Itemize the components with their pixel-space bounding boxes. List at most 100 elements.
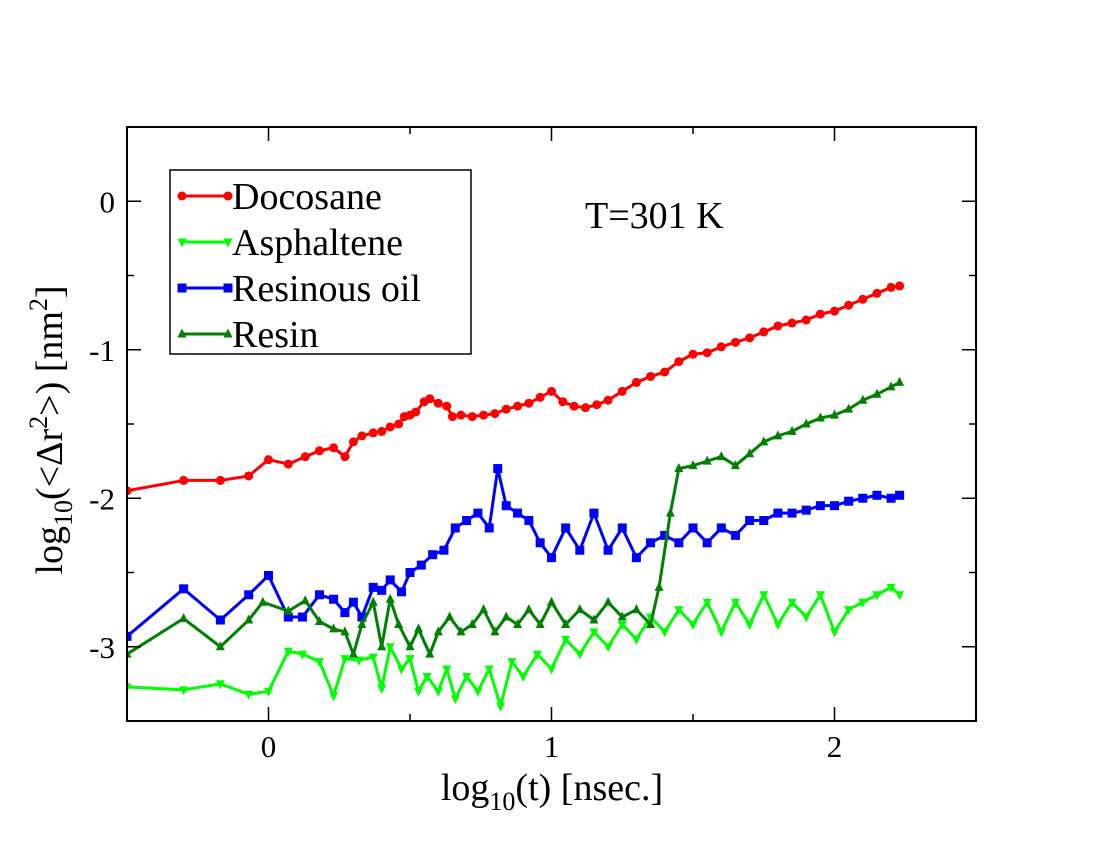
data-point-resin — [830, 409, 839, 419]
data-point-resin — [895, 376, 905, 386]
data-point-docosane — [425, 394, 435, 404]
legend-label: Docosane — [232, 176, 382, 218]
data-point-asphaltene — [518, 672, 528, 682]
legend-marker — [223, 328, 233, 338]
data-point-resin — [646, 618, 656, 628]
data-point-docosane — [660, 367, 670, 377]
data-point-resinous-oil — [501, 501, 511, 511]
data-point-resinous-oil — [759, 516, 769, 526]
data-point-resin — [858, 394, 868, 404]
data-point-resinous-oil — [660, 530, 670, 540]
x-tick-label: 0 — [261, 729, 277, 764]
data-point-resinous-oil — [348, 597, 358, 607]
data-point-resin — [329, 623, 339, 633]
data-point-asphaltene — [674, 606, 684, 616]
data-point-resin — [688, 460, 698, 470]
data-point-resin — [368, 596, 378, 606]
data-point-asphaltene — [561, 635, 571, 645]
data-point-docosane — [314, 446, 324, 456]
data-point-resinous-oil — [493, 464, 503, 474]
series-resin — [127, 376, 905, 658]
data-point-asphaltene — [787, 598, 797, 608]
data-point-asphaltene — [773, 620, 783, 630]
data-point-asphaltene — [244, 690, 254, 700]
data-point-asphaltene — [759, 591, 769, 601]
data-point-docosane — [283, 459, 293, 469]
data-point-resin — [445, 611, 455, 621]
data-point-resinous-oil — [575, 545, 585, 555]
data-point-resin — [425, 648, 435, 658]
legend-item-docosane: Docosane — [177, 176, 382, 218]
y-tick-label: 0 — [100, 184, 116, 219]
data-point-docosane — [646, 371, 656, 381]
data-point-resin — [385, 593, 395, 603]
legend-marker — [223, 238, 233, 248]
data-point-resinous-oil — [385, 575, 395, 585]
data-point-asphaltene — [433, 687, 443, 697]
data-point-asphaltene — [450, 695, 460, 705]
data-point-docosane — [433, 398, 443, 408]
data-point-resin — [314, 616, 324, 626]
data-point-resinous-oil — [416, 560, 426, 570]
data-point-asphaltene — [413, 687, 423, 697]
data-point-docosane — [179, 475, 189, 485]
data-point-resin — [433, 626, 443, 636]
data-point-resinous-oil — [773, 508, 783, 518]
data-point-asphaltene — [127, 683, 132, 693]
data-point-asphaltene — [532, 650, 542, 660]
data-point-resin — [490, 626, 500, 636]
data-point-asphaltene — [368, 653, 378, 663]
data-point-resin — [702, 455, 712, 465]
data-point-resin — [413, 623, 423, 633]
data-point-resin — [759, 436, 769, 446]
y-tick-label: -1 — [89, 333, 115, 368]
data-point-resinous-oil — [830, 501, 839, 511]
data-point-resinous-oil — [617, 523, 627, 533]
data-point-resinous-oil — [283, 612, 293, 622]
data-point-resin — [179, 613, 189, 623]
data-point-resin — [665, 507, 675, 517]
data-point-resin — [674, 463, 684, 473]
data-point-asphaltene — [340, 655, 350, 665]
data-point-resinous-oil — [215, 615, 225, 625]
data-point-resin — [815, 412, 825, 422]
data-point-resinous-oil — [244, 590, 254, 600]
data-point-resinous-oil — [297, 612, 307, 622]
data-point-docosane — [442, 401, 452, 411]
data-point-docosane — [580, 403, 590, 413]
data-point-resinous-oil — [603, 545, 613, 555]
data-point-docosane — [787, 318, 797, 328]
data-point-resinous-oil — [801, 505, 811, 515]
legend-item-asphaltene: Asphaltene — [177, 222, 403, 264]
series-line-asphaltene — [127, 585, 901, 708]
data-point-resin — [631, 604, 641, 614]
data-point-asphaltene — [215, 680, 225, 690]
data-point-asphaltene — [442, 665, 452, 675]
data-point-resinous-oil — [886, 493, 896, 503]
data-point-docosane — [702, 348, 712, 358]
data-point-docosane — [745, 333, 755, 343]
data-point-asphaltene — [844, 606, 854, 616]
data-point-resinous-oil — [484, 523, 494, 533]
data-point-resinous-oil — [787, 508, 797, 518]
data-point-asphaltene — [660, 628, 670, 638]
data-point-resin — [467, 618, 477, 628]
data-point-asphaltene — [354, 656, 364, 666]
data-point-docosane — [456, 410, 466, 420]
data-point-resin — [258, 596, 268, 606]
data-point-asphaltene — [179, 686, 189, 696]
x-tick-label: 1 — [544, 729, 560, 764]
data-point-resin — [886, 381, 896, 391]
data-point-resin — [394, 618, 404, 628]
data-point-asphaltene — [730, 598, 740, 608]
data-point-resin — [513, 618, 523, 628]
data-point-resinous-oil — [513, 508, 523, 518]
series-line-resinous-oil — [127, 467, 901, 638]
data-point-resin — [127, 648, 132, 658]
data-point-docosane — [716, 342, 726, 352]
data-point-resin — [535, 618, 545, 628]
data-point-docosane — [244, 471, 254, 481]
data-point-resinous-oil — [858, 493, 868, 503]
data-point-resin — [456, 626, 466, 636]
data-point-asphaltene — [473, 687, 483, 697]
